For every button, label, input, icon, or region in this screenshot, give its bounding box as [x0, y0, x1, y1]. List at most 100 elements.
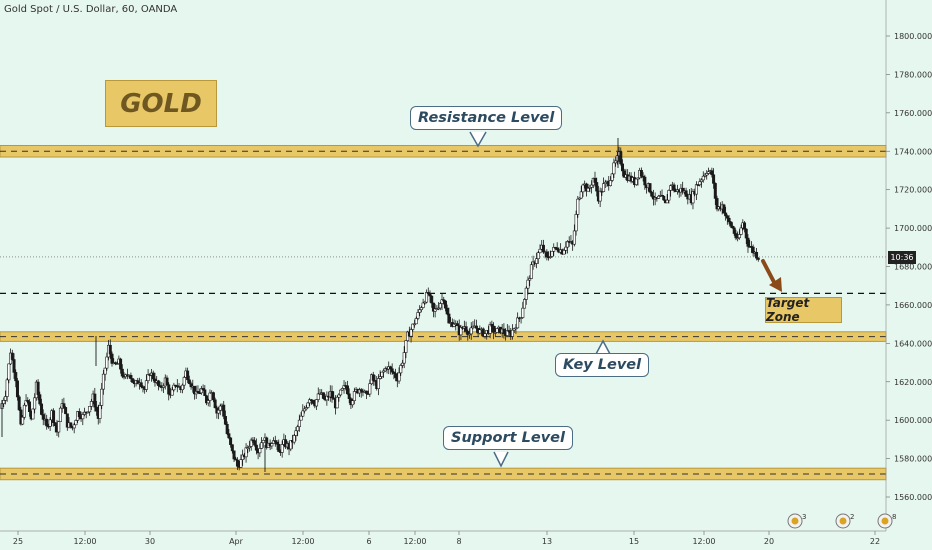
candle-body — [110, 353, 114, 364]
candle-body — [490, 323, 494, 327]
candle-body — [306, 402, 310, 408]
candle-body — [196, 391, 200, 394]
x-tick-label: 15 — [629, 537, 639, 546]
gold-badge: GOLD — [105, 80, 217, 127]
candle-body — [519, 317, 523, 319]
candle-body — [280, 444, 284, 453]
candle-body — [206, 400, 210, 404]
candle-body — [394, 373, 398, 378]
candle-body — [598, 190, 602, 202]
candle-body — [156, 380, 160, 386]
candle-body — [578, 197, 582, 200]
candle-body — [342, 385, 346, 389]
candle-body — [698, 181, 702, 186]
candle-body — [14, 372, 18, 382]
candle-body — [576, 198, 580, 215]
candle-body — [5, 379, 9, 397]
candle-body — [315, 399, 319, 407]
candle-body — [608, 180, 612, 186]
candle-body — [615, 155, 619, 162]
candle-body — [660, 194, 664, 197]
candle-body — [88, 406, 92, 413]
candle-body — [433, 308, 437, 312]
candle-body — [316, 393, 320, 400]
x-tick-label: Apr — [229, 537, 244, 546]
candle-body — [129, 375, 133, 379]
current-time-tag: 10:36 — [888, 251, 916, 264]
candle-body — [526, 279, 530, 289]
candle-body — [744, 228, 748, 239]
candle-body — [303, 408, 307, 412]
candle-body — [445, 307, 449, 315]
candle-body — [98, 405, 102, 419]
candle-body — [756, 257, 760, 260]
candle-body — [239, 459, 243, 468]
callout-pointers — [469, 131, 611, 468]
candle-body — [684, 190, 688, 197]
candle-body — [755, 251, 759, 259]
candle-body — [418, 309, 422, 313]
candle-body — [3, 396, 7, 401]
x-tick-label: 30 — [145, 537, 155, 546]
candle-body — [725, 215, 729, 219]
candle-body — [701, 175, 705, 181]
candle-body — [602, 183, 606, 192]
candle-body — [380, 371, 384, 377]
candle-body — [541, 244, 545, 253]
candle-body — [234, 458, 238, 461]
candle-body — [564, 246, 568, 251]
candle-body — [705, 173, 709, 176]
candle-body — [516, 317, 520, 329]
candle-body — [416, 312, 420, 319]
candle-body — [639, 170, 643, 177]
candle-body — [229, 437, 233, 445]
candle-body — [167, 384, 171, 395]
candle-body — [751, 246, 755, 254]
candle-body — [172, 384, 176, 391]
candle-body — [201, 388, 205, 391]
candle-body — [119, 358, 123, 370]
candle-body — [86, 411, 90, 414]
candle-body — [261, 439, 265, 444]
candle-body — [301, 410, 305, 417]
candle-body — [650, 191, 654, 197]
candle-body — [182, 377, 186, 386]
candle-body — [555, 247, 559, 251]
candle-body — [222, 404, 226, 417]
candle-body — [713, 183, 717, 199]
candle-body — [710, 170, 714, 176]
candle-body — [218, 405, 222, 411]
candle-body — [440, 299, 444, 304]
candle-body — [273, 440, 277, 443]
lines-layer — [0, 256, 886, 295]
y-tick-label: 1780.000 — [894, 70, 932, 79]
candle-body — [681, 187, 685, 193]
candle-body — [74, 420, 78, 426]
candle-body — [162, 385, 166, 388]
candle-body — [77, 411, 81, 418]
candle-body — [574, 214, 578, 232]
candle-body — [289, 440, 293, 450]
candle-body — [706, 171, 710, 174]
candle-body — [95, 406, 99, 412]
candle-body — [729, 221, 733, 227]
y-tick-label: 1560.000 — [894, 493, 932, 502]
candle-body — [529, 264, 533, 279]
candle-body — [421, 302, 425, 308]
candle-body — [260, 442, 264, 449]
x-tick-label: 12:00 — [692, 537, 715, 546]
candle-body — [590, 184, 594, 188]
candle-body — [26, 400, 30, 403]
candle-body — [483, 333, 487, 337]
candle-body — [388, 366, 392, 370]
candle-body — [352, 391, 356, 401]
candle-body — [189, 383, 193, 388]
candle-body — [120, 368, 124, 377]
candle-body — [712, 174, 716, 184]
x-tick-label: 13 — [542, 537, 552, 546]
x-tick-label: 8 — [456, 537, 461, 546]
candle-body — [438, 303, 442, 309]
candle-body — [514, 327, 518, 330]
